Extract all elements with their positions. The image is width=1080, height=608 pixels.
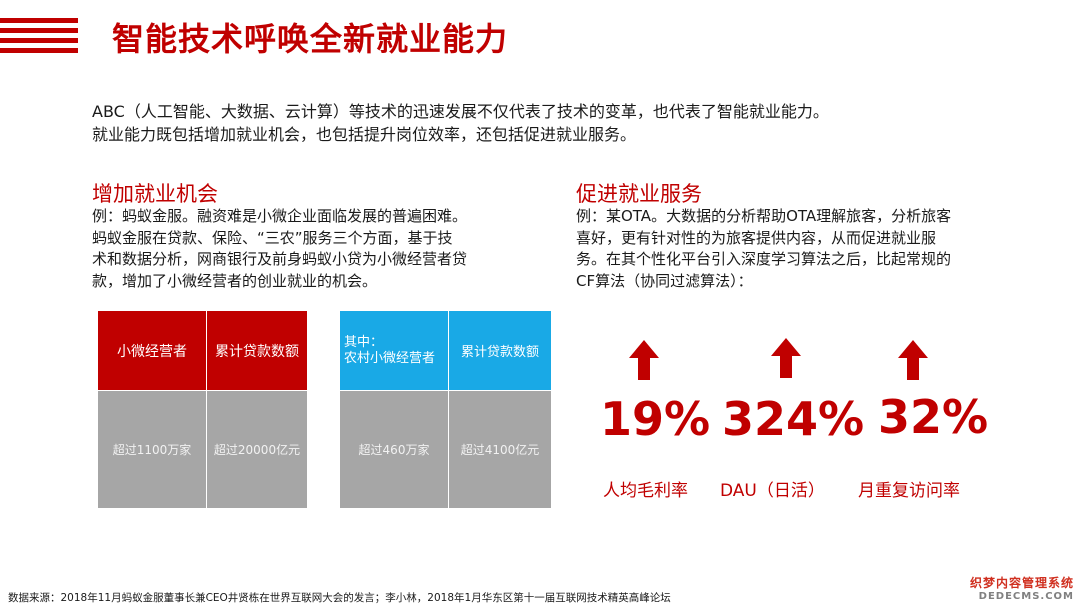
intro-text: ABC（人工智能、大数据、云计算）等技术的迅速发展不仅代表了技术的变革，也代表了… (92, 100, 829, 146)
header-stripes-decoration (0, 18, 78, 58)
up-arrow-icon (771, 338, 801, 378)
right-section-body: 例：某OTA。大数据的分析帮助OTA理解旅客，分析旅客 喜好，更有针对性的为旅客… (576, 206, 951, 292)
table-header-text: 农村小微经营者 (344, 350, 436, 366)
table-header-cell: 小微经营者 (98, 311, 206, 390)
right-section-line: 例：某OTA。大数据的分析帮助OTA理解旅客，分析旅客 (576, 207, 952, 225)
watermark-en: DEDECMS.COM (978, 591, 1074, 602)
intro-line-2: 就业能力既包括增加就业机会，也包括提升岗位效率，还包括促进就业服务。 (92, 125, 637, 144)
right-section-line: CF算法（协同过滤算法）： (576, 271, 753, 290)
stat-value-gross-margin: 19% (600, 392, 711, 446)
intro-line-1: ABC（人工智能、大数据、云计算）等技术的迅速发展不仅代表了技术的变革，也代表了… (92, 102, 829, 121)
right-section-line: 喜好，更有针对性的为旅客提供内容，从而促进就业服 (576, 228, 937, 247)
loan-table-rural: 其中： 农村小微经营者 累计贷款数额 超过460万家 超过4100亿元 (340, 311, 551, 508)
table-value-cell: 超过20000亿元 (207, 391, 307, 508)
table-header-prefix: 其中： (344, 334, 384, 350)
up-arrow-icon (629, 340, 659, 380)
loan-table-total: 小微经营者 累计贷款数额 超过1100万家 超过20000亿元 (98, 311, 307, 508)
stat-value-monthly-revisit: 32% (878, 390, 989, 444)
left-section-line: 款，增加了小微经营者的创业就业的机会。 (92, 271, 378, 290)
page-title: 智能技术呼唤全新就业能力 (112, 20, 509, 58)
left-section-line: 蚂蚁金服在贷款、保险、“三农”服务三个方面，基于技 (92, 228, 453, 247)
up-arrow-icon (898, 340, 928, 380)
left-section-line: 例：蚂蚁金服。融资难是小微企业面临发展的普遍困难。 (92, 207, 468, 225)
table-header-cell: 其中： 农村小微经营者 (340, 311, 448, 390)
stat-label-dau: DAU（日活） (720, 481, 825, 501)
stat-label-gross-margin: 人均毛利率 (603, 481, 688, 501)
left-section-body: 例：蚂蚁金服。融资难是小微企业面临发展的普遍困难。 蚂蚁金服在贷款、保险、“三农… (92, 206, 467, 292)
right-section-title: 促进就业服务 (576, 182, 702, 206)
table-value-cell: 超过460万家 (340, 391, 448, 508)
watermark-logo: 织梦内容管理系统 DEDECMS.COM (970, 574, 1074, 602)
watermark-cn: 织梦内容管理系统 (969, 576, 1074, 590)
table-value-cell: 超过1100万家 (98, 391, 206, 508)
table-header-cell: 累计贷款数额 (449, 311, 551, 390)
right-section-line: 务。在其个性化平台引入深度学习算法之后，比起常规的 (576, 250, 952, 268)
stat-label-monthly-revisit: 月重复访问率 (858, 481, 960, 501)
stat-value-dau: 324% (722, 392, 865, 446)
left-section-title: 增加就业机会 (92, 182, 218, 206)
table-value-cell: 超过4100亿元 (449, 391, 551, 508)
data-source-note: 数据来源：2018年11月蚂蚁金服董事长兼CEO井贤栋在世界互联网大会的发言；李… (8, 592, 671, 604)
left-section-line: 术和数据分析，网商银行及前身蚂蚁小贷为小微经营者贷 (92, 250, 468, 268)
table-header-cell: 累计贷款数额 (207, 311, 307, 390)
